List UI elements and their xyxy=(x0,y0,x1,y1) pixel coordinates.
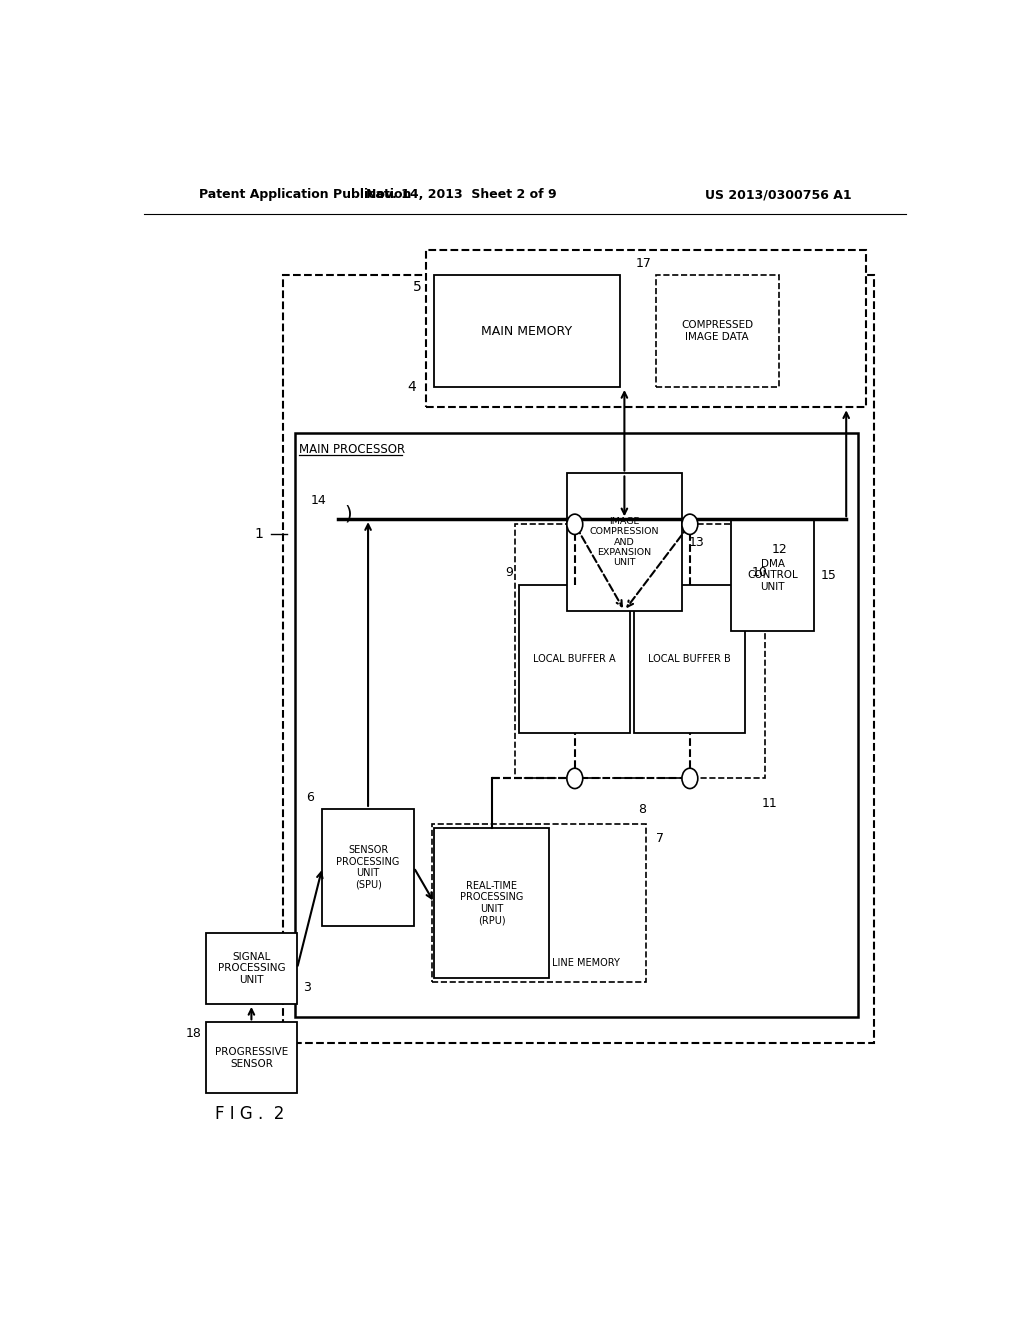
Bar xyxy=(567,474,682,611)
Text: LOCAL BUFFER A: LOCAL BUFFER A xyxy=(534,653,616,664)
Text: COMPRESSED
IMAGE DATA: COMPRESSED IMAGE DATA xyxy=(681,321,754,342)
Bar xyxy=(731,519,814,631)
Text: US 2013/0300756 A1: US 2013/0300756 A1 xyxy=(706,189,852,202)
Text: 11: 11 xyxy=(761,797,777,809)
Text: 10: 10 xyxy=(752,566,768,579)
Text: 6: 6 xyxy=(306,791,314,804)
Circle shape xyxy=(682,515,697,535)
Text: IMAGE
COMPRESSION
AND
EXPANSION
UNIT: IMAGE COMPRESSION AND EXPANSION UNIT xyxy=(590,517,659,568)
Text: 4: 4 xyxy=(408,380,416,395)
Text: 8: 8 xyxy=(638,803,646,816)
Circle shape xyxy=(567,515,583,535)
Bar xyxy=(433,276,620,387)
Text: 18: 18 xyxy=(186,1027,202,1040)
Text: 13: 13 xyxy=(688,536,705,549)
Bar xyxy=(295,433,858,1018)
Bar xyxy=(426,249,866,408)
Bar xyxy=(283,276,873,1043)
Text: DMA
CONTROL
UNIT: DMA CONTROL UNIT xyxy=(748,558,798,591)
Text: MAIN PROCESSOR: MAIN PROCESSOR xyxy=(299,444,404,455)
Bar xyxy=(515,524,765,779)
Text: 17: 17 xyxy=(636,257,652,271)
Bar xyxy=(432,824,646,982)
Text: LOCAL BUFFER B: LOCAL BUFFER B xyxy=(648,653,731,664)
Text: SENSOR
PROCESSING
UNIT
(SPU): SENSOR PROCESSING UNIT (SPU) xyxy=(336,845,399,890)
Bar xyxy=(206,933,297,1005)
Text: Patent Application Publication: Patent Application Publication xyxy=(200,189,412,202)
Text: 3: 3 xyxy=(303,981,311,994)
Text: MAIN MEMORY: MAIN MEMORY xyxy=(481,325,572,338)
Bar xyxy=(206,1022,297,1093)
Text: PROGRESSIVE
SENSOR: PROGRESSIVE SENSOR xyxy=(215,1047,288,1069)
Bar xyxy=(519,585,631,733)
Text: 5: 5 xyxy=(413,280,422,294)
Text: 1: 1 xyxy=(254,528,263,541)
Text: 12: 12 xyxy=(772,544,787,556)
Bar xyxy=(323,809,414,925)
Text: ): ) xyxy=(345,504,352,524)
Bar xyxy=(634,585,745,733)
Bar xyxy=(655,276,779,387)
Text: F I G .  2: F I G . 2 xyxy=(215,1105,285,1123)
Text: 7: 7 xyxy=(655,833,664,845)
Text: 15: 15 xyxy=(821,569,837,582)
Bar xyxy=(434,828,550,978)
Circle shape xyxy=(682,768,697,788)
Text: 9: 9 xyxy=(505,566,513,579)
Text: Nov. 14, 2013  Sheet 2 of 9: Nov. 14, 2013 Sheet 2 of 9 xyxy=(366,189,557,202)
Text: REAL-TIME
PROCESSING
UNIT
(RPU): REAL-TIME PROCESSING UNIT (RPU) xyxy=(460,880,523,925)
Text: SIGNAL
PROCESSING
UNIT: SIGNAL PROCESSING UNIT xyxy=(217,952,286,985)
Text: LINE MEMORY: LINE MEMORY xyxy=(552,958,621,969)
Circle shape xyxy=(567,768,583,788)
Text: 14: 14 xyxy=(310,495,327,507)
